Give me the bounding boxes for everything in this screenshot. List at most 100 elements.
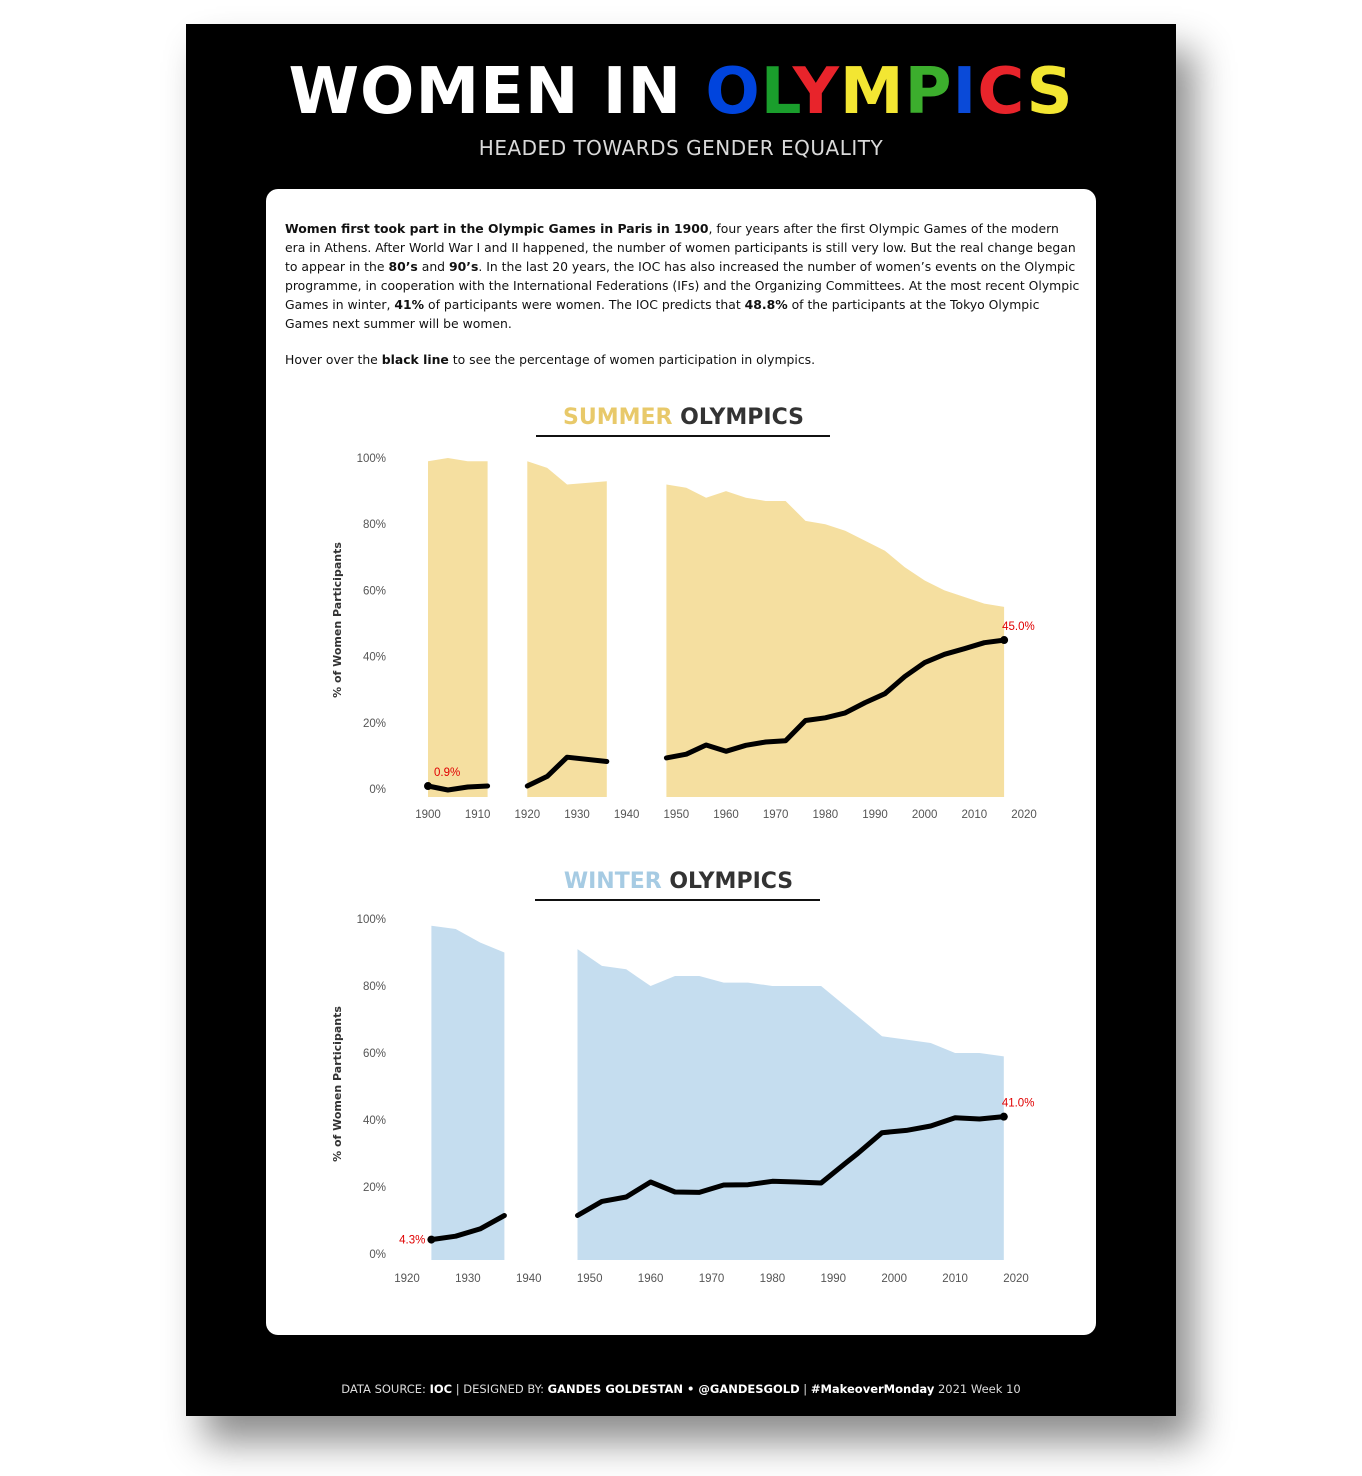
footer-source-value: IOC [429, 1382, 453, 1396]
hover-bold: black line [381, 352, 449, 367]
title-letter-c-6: C [977, 55, 1027, 129]
summer-title-underline [536, 435, 830, 437]
summer-y-tick-label: 0% [369, 784, 386, 796]
intro-text-3: . In the last 20 years, the IOC has also… [285, 259, 1080, 312]
summer-x-tick-label: 1970 [763, 809, 789, 821]
winter-area-segment-1 [577, 949, 1004, 1260]
winter-endpoint-1 [999, 1112, 1008, 1121]
summer-x-tick-label: 1990 [862, 809, 888, 821]
winter-y-axis-label: % of Women Participants [331, 1006, 344, 1162]
intro-paragraph-1: Women first took part in the Olympic Gam… [285, 219, 1080, 333]
footer-separator-2: | [799, 1382, 811, 1396]
winter-x-tick-label: 1930 [455, 1273, 481, 1285]
winter-value-label-1: 41.0% [1002, 1098, 1035, 1110]
content-card: Women first took part in the Olympic Gam… [266, 189, 1096, 1335]
subtitle: HEADED TOWARDS GENDER EQUALITY [478, 136, 884, 160]
summer-women-line-segment-1 [524, 754, 610, 789]
winter-title-accent: WINTER [563, 869, 662, 894]
summer-x-tick-label: 2020 [1011, 809, 1037, 821]
hover-text-1: Hover over the [285, 352, 382, 367]
winter-x-tick-label: 1940 [516, 1273, 542, 1285]
intro-text: Women first took part in the Olympic Gam… [285, 219, 1080, 386]
hover-text-2: to see the percentage of women participa… [448, 352, 816, 367]
summer-x-tick-label: 1950 [664, 809, 690, 821]
winter-y-tick-label: 40% [363, 1115, 386, 1127]
winter-women-line-segment-0 [428, 1213, 507, 1243]
intro-text-4: of participants were women. The IOC pred… [424, 297, 745, 312]
winter-area-segment-0 [431, 925, 505, 1260]
winter-chart[interactable]: 0% 20% 40% 60% 80% 100% 1920 1930 1940 1950 1960 19… [266, 189, 1096, 1335]
footer-designer-value: GANDES GOLDESTAN • @GANDESGOLD [547, 1382, 800, 1396]
title-colored-word: OLYMPICS [705, 55, 1073, 129]
title-letter-o-0: O [705, 55, 761, 129]
intro-bold-5: 48.8% [744, 297, 788, 312]
winter-x-tick-label: 1950 [577, 1273, 603, 1285]
footer-designer-label: DESIGNED BY: [463, 1382, 548, 1396]
title-letter-l-1: L [760, 55, 793, 129]
summer-x-tick-label: 1900 [415, 809, 441, 821]
footer-hashtag: #MakeoverMonday [810, 1382, 935, 1396]
title-letter-p-4: P [904, 55, 953, 129]
winter-x-tick-label: 1960 [638, 1273, 664, 1285]
intro-bold-1: Women first took part in the Olympic Gam… [285, 221, 709, 236]
summer-y-tick-label: 40% [363, 652, 386, 664]
summer-endpoint-0 [424, 782, 432, 791]
footer: DATA SOURCE: IOC | DESIGNED BY: GANDES G… [186, 1382, 1176, 1396]
winter-y-tick-label: 80% [363, 981, 386, 993]
summer-chart[interactable]: 0% 20% 40% 60% 80% 100% 1900 1910 1920 1930 1940 19… [266, 189, 1096, 849]
summer-area-segment-1 [527, 461, 607, 797]
summer-endpoint-1 [1000, 636, 1009, 645]
winter-chart-title: WINTER OLYMPICS [536, 869, 821, 894]
summer-women-line-segment-0 [425, 783, 491, 793]
summer-x-tick-label: 1960 [713, 809, 739, 821]
winter-title-rest: OLYMPICS [661, 869, 794, 894]
intro-bold-3: 90’s [449, 259, 479, 274]
summer-women-line-segment-2 [663, 637, 1007, 761]
intro-bold-2: 80’s [388, 259, 418, 274]
summer-x-tick-label: 2000 [912, 809, 938, 821]
winter-y-tick-label: 20% [363, 1182, 386, 1194]
title-letter-y-2: Y [792, 55, 840, 129]
intro-paragraph-2: Hover over the black line to see the per… [285, 350, 1080, 369]
winter-y-tick-label: 60% [363, 1048, 386, 1060]
summer-x-tick-label: 2010 [962, 809, 988, 821]
summer-chart-title: SUMMER OLYMPICS [536, 405, 831, 430]
summer-area-segment-2 [666, 484, 1005, 797]
footer-week: 2021 Week 10 [934, 1382, 1021, 1396]
summer-title-accent: SUMMER [563, 405, 673, 430]
summer-y-axis-label: % of Women Participants [331, 542, 344, 698]
winter-x-tick-label: 1920 [394, 1273, 420, 1285]
winter-title-underline [535, 899, 820, 901]
winter-x-tick-label: 2000 [881, 1273, 907, 1285]
winter-y-tick-label: 0% [369, 1249, 386, 1261]
intro-bold-4: 41% [394, 297, 425, 312]
main-title: WOMEN IN OLYMPICS [186, 52, 1176, 132]
title-letter-i-5: I [952, 55, 978, 129]
winter-x-tick-label: 2010 [942, 1273, 968, 1285]
intro-text-5: of the participants at the Tokyo Olympic… [285, 297, 1040, 331]
footer-source-label: DATA SOURCE: [341, 1382, 430, 1396]
title-letter-s-7: S [1026, 55, 1074, 129]
winter-value-label-0: 4.3% [399, 1235, 425, 1247]
summer-x-tick-label: 1980 [813, 809, 839, 821]
footer-separator-1: | [452, 1382, 464, 1396]
winter-x-tick-label: 1970 [699, 1273, 725, 1285]
winter-endpoint-0 [427, 1235, 436, 1244]
summer-area-segment-0 [428, 458, 488, 797]
summer-x-tick-label: 1930 [564, 809, 590, 821]
summer-x-tick-label: 1920 [515, 809, 541, 821]
winter-y-tick-label: 100% [357, 914, 386, 926]
summer-y-tick-label: 100% [357, 453, 386, 465]
summer-x-tick-label: 1910 [465, 809, 491, 821]
poster: WOMEN IN OLYMPICS HEADED TOWARDS GENDER … [186, 24, 1176, 1416]
title-part1: WOMEN IN [288, 55, 706, 129]
summer-y-tick-label: 20% [363, 718, 386, 730]
winter-x-tick-label: 1990 [821, 1273, 847, 1285]
winter-x-tick-label: 1980 [760, 1273, 786, 1285]
summer-value-label-0: 0.9% [434, 767, 460, 779]
winter-x-tick-label: 2020 [1003, 1273, 1029, 1285]
title-letter-m-3: M [839, 55, 905, 129]
summer-y-tick-label: 80% [363, 519, 386, 531]
winter-women-line-segment-1 [575, 1114, 1007, 1218]
summer-y-tick-label: 60% [363, 585, 386, 597]
